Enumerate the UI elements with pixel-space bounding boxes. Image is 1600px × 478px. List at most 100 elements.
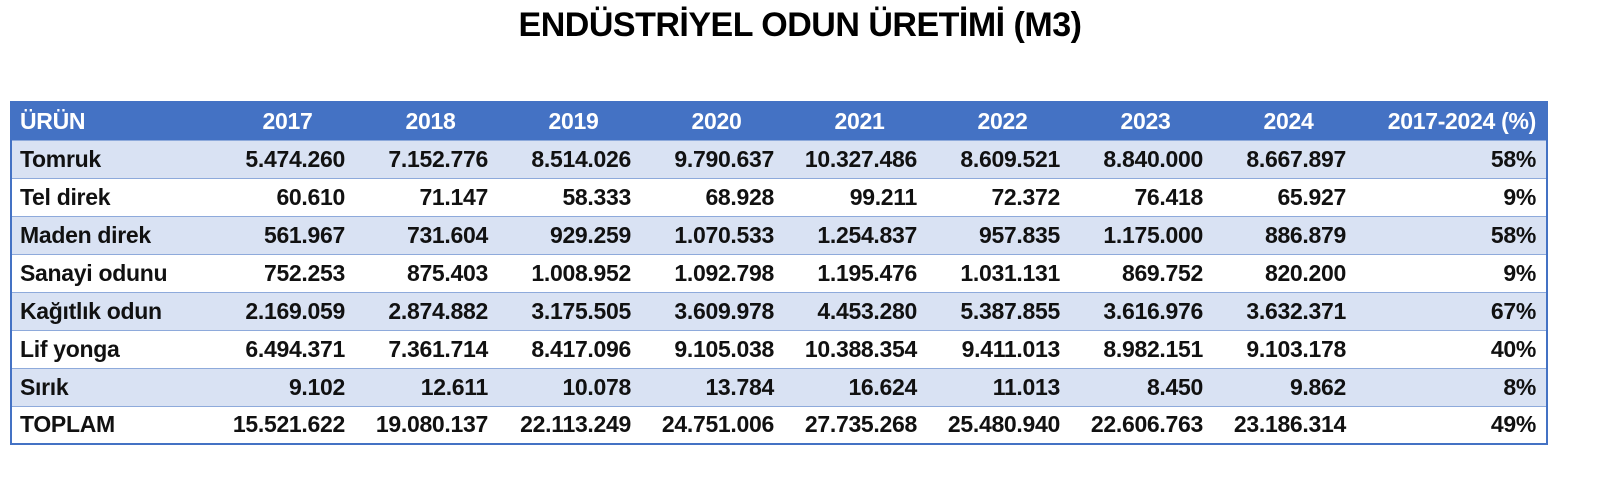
percent-cell: 40% xyxy=(1360,329,1547,368)
value-cell: 5.474.260 xyxy=(216,139,359,178)
value-cell: 752.253 xyxy=(216,253,359,292)
value-cell: 68.928 xyxy=(645,177,788,216)
value-cell: 8.514.026 xyxy=(502,139,645,178)
value-cell: 8.840.000 xyxy=(1074,139,1217,178)
total-percent-cell: 49% xyxy=(1360,405,1547,444)
value-cell: 5.387.855 xyxy=(931,291,1074,330)
value-cell: 10.388.354 xyxy=(788,329,931,368)
value-cell: 7.152.776 xyxy=(359,139,502,178)
value-cell: 3.609.978 xyxy=(645,291,788,330)
total-value-cell: 22.606.763 xyxy=(1074,405,1217,444)
value-cell: 1.092.798 xyxy=(645,253,788,292)
value-cell: 71.147 xyxy=(359,177,502,216)
value-cell: 11.013 xyxy=(931,367,1074,406)
value-cell: 9.862 xyxy=(1217,367,1360,406)
percent-cell: 9% xyxy=(1360,177,1547,216)
value-cell: 3.175.505 xyxy=(502,291,645,330)
total-value-cell: 27.735.268 xyxy=(788,405,931,444)
value-cell: 10.078 xyxy=(502,367,645,406)
column-header-product: ÜRÜN xyxy=(11,102,216,140)
total-value-cell: 25.480.940 xyxy=(931,405,1074,444)
value-cell: 886.879 xyxy=(1217,215,1360,254)
value-cell: 8.609.521 xyxy=(931,139,1074,178)
value-cell: 957.835 xyxy=(931,215,1074,254)
value-cell: 58.333 xyxy=(502,177,645,216)
percent-cell: 67% xyxy=(1360,291,1547,330)
table-header: ÜRÜN 2017 2018 2019 2020 2021 2022 2023 … xyxy=(11,102,1547,140)
value-cell: 1.031.131 xyxy=(931,253,1074,292)
value-cell: 65.927 xyxy=(1217,177,1360,216)
value-cell: 7.361.714 xyxy=(359,329,502,368)
column-header-2019: 2019 xyxy=(502,102,645,140)
product-name: Tomruk xyxy=(11,139,216,178)
value-cell: 60.610 xyxy=(216,177,359,216)
value-cell: 9.103.178 xyxy=(1217,329,1360,368)
value-cell: 2.169.059 xyxy=(216,291,359,330)
table-row-maden-direk: Maden direk 561.967 731.604 929.259 1.07… xyxy=(11,215,1547,254)
production-table: ÜRÜN 2017 2018 2019 2020 2021 2022 2023 … xyxy=(10,101,1548,445)
column-header-2021: 2021 xyxy=(788,102,931,140)
value-cell: 8.982.151 xyxy=(1074,329,1217,368)
value-cell: 875.403 xyxy=(359,253,502,292)
value-cell: 99.211 xyxy=(788,177,931,216)
value-cell: 9.790.637 xyxy=(645,139,788,178)
value-cell: 820.200 xyxy=(1217,253,1360,292)
value-cell: 561.967 xyxy=(216,215,359,254)
table-row-lif-yonga: Lif yonga 6.494.371 7.361.714 8.417.096 … xyxy=(11,329,1547,368)
column-header-change-pct: 2017-2024 (%) xyxy=(1360,102,1547,140)
value-cell: 72.372 xyxy=(931,177,1074,216)
value-cell: 2.874.882 xyxy=(359,291,502,330)
total-label: TOPLAM xyxy=(11,405,216,444)
column-header-2018: 2018 xyxy=(359,102,502,140)
column-header-2023: 2023 xyxy=(1074,102,1217,140)
table-body: Tomruk 5.474.260 7.152.776 8.514.026 9.7… xyxy=(11,139,1547,444)
value-cell: 76.418 xyxy=(1074,177,1217,216)
value-cell: 4.453.280 xyxy=(788,291,931,330)
column-header-2024: 2024 xyxy=(1217,102,1360,140)
value-cell: 9.411.013 xyxy=(931,329,1074,368)
page-title: ENDÜSTRİYEL ODUN ÜRETİMİ (M3) xyxy=(518,6,1082,44)
product-name: Sanayi odunu xyxy=(11,253,216,292)
column-header-2020: 2020 xyxy=(645,102,788,140)
value-cell: 3.632.371 xyxy=(1217,291,1360,330)
total-value-cell: 19.080.137 xyxy=(359,405,502,444)
value-cell: 3.616.976 xyxy=(1074,291,1217,330)
value-cell: 1.070.533 xyxy=(645,215,788,254)
total-value-cell: 23.186.314 xyxy=(1217,405,1360,444)
header-row: ÜRÜN 2017 2018 2019 2020 2021 2022 2023 … xyxy=(11,102,1547,140)
total-value-cell: 15.521.622 xyxy=(216,405,359,444)
value-cell: 1.008.952 xyxy=(502,253,645,292)
percent-cell: 9% xyxy=(1360,253,1547,292)
value-cell: 8.450 xyxy=(1074,367,1217,406)
product-name: Sırık xyxy=(11,367,216,406)
table-row-tomruk: Tomruk 5.474.260 7.152.776 8.514.026 9.7… xyxy=(11,139,1547,178)
table-row-kagitlik-odun: Kağıtlık odun 2.169.059 2.874.882 3.175.… xyxy=(11,291,1547,330)
table-row-toplam: TOPLAM 15.521.622 19.080.137 22.113.249 … xyxy=(11,405,1547,444)
percent-cell: 58% xyxy=(1360,215,1547,254)
value-cell: 10.327.486 xyxy=(788,139,931,178)
value-cell: 869.752 xyxy=(1074,253,1217,292)
value-cell: 8.667.897 xyxy=(1217,139,1360,178)
product-name: Tel direk xyxy=(11,177,216,216)
table-row-sirik: Sırık 9.102 12.611 10.078 13.784 16.624 … xyxy=(11,367,1547,406)
value-cell: 9.102 xyxy=(216,367,359,406)
value-cell: 1.175.000 xyxy=(1074,215,1217,254)
total-value-cell: 22.113.249 xyxy=(502,405,645,444)
value-cell: 12.611 xyxy=(359,367,502,406)
total-value-cell: 24.751.006 xyxy=(645,405,788,444)
table-row-sanayi-odunu: Sanayi odunu 752.253 875.403 1.008.952 1… xyxy=(11,253,1547,292)
percent-cell: 8% xyxy=(1360,367,1547,406)
table-row-tel-direk: Tel direk 60.610 71.147 58.333 68.928 99… xyxy=(11,177,1547,216)
column-header-2017: 2017 xyxy=(216,102,359,140)
value-cell: 929.259 xyxy=(502,215,645,254)
value-cell: 1.254.837 xyxy=(788,215,931,254)
value-cell: 731.604 xyxy=(359,215,502,254)
product-name: Kağıtlık odun xyxy=(11,291,216,330)
value-cell: 13.784 xyxy=(645,367,788,406)
value-cell: 16.624 xyxy=(788,367,931,406)
percent-cell: 58% xyxy=(1360,139,1547,178)
value-cell: 6.494.371 xyxy=(216,329,359,368)
product-name: Maden direk xyxy=(11,215,216,254)
column-header-2022: 2022 xyxy=(931,102,1074,140)
value-cell: 8.417.096 xyxy=(502,329,645,368)
